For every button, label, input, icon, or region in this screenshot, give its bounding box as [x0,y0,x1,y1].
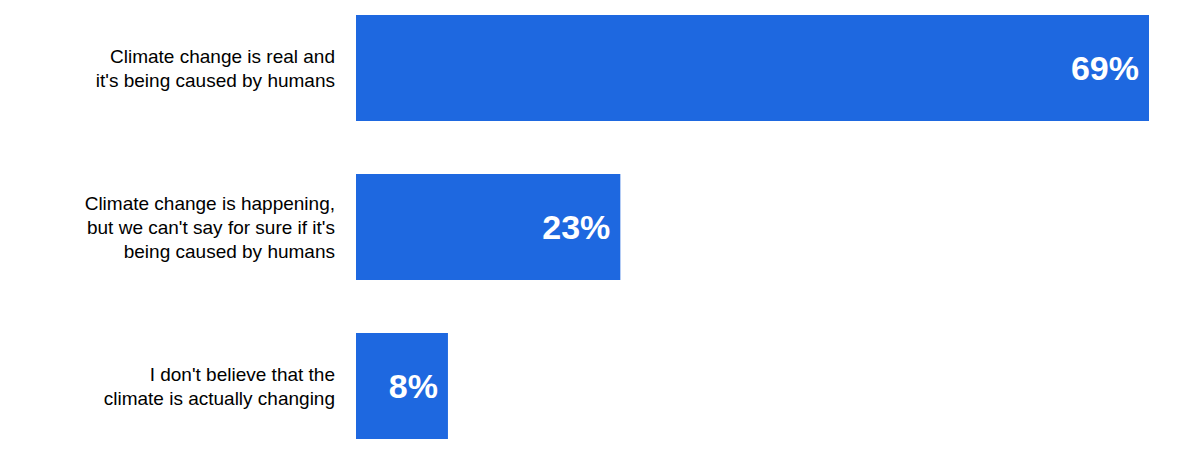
bar [356,333,448,439]
category-label-line: being caused by humans [124,241,335,262]
category-label: Climate change is real and it's being cau… [96,46,335,91]
category-label-line: but we can't say for sure if it's [87,217,335,238]
category-label-line: it's being caused by humans [96,70,335,91]
data-label: 69% [1071,49,1139,87]
bar [356,15,1149,121]
category-tick: Climate change is happening, but we can't… [85,193,335,262]
category-label-line: climate is actually changing [104,388,335,409]
data-label: 8% [389,367,438,405]
category-tick: I don't believe that the climate is actua… [104,364,335,409]
category-axis: Climate change is real and it's being cau… [85,46,335,409]
data-labels: 69% 23% 8% [389,49,1139,405]
data-label: 23% [542,208,610,246]
category-label: I don't believe that the climate is actua… [104,364,335,409]
chart: Climate change is real and it's being cau… [0,0,1181,466]
category-tick: Climate change is real and it's being cau… [96,46,335,91]
bars [356,15,1149,439]
category-label-line: Climate change is happening, [85,193,335,214]
bar [356,174,620,280]
category-label-line: I don't believe that the [150,364,335,385]
category-label-line: Climate change is real and [110,46,335,67]
category-label: Climate change is happening, but we can't… [85,193,335,262]
